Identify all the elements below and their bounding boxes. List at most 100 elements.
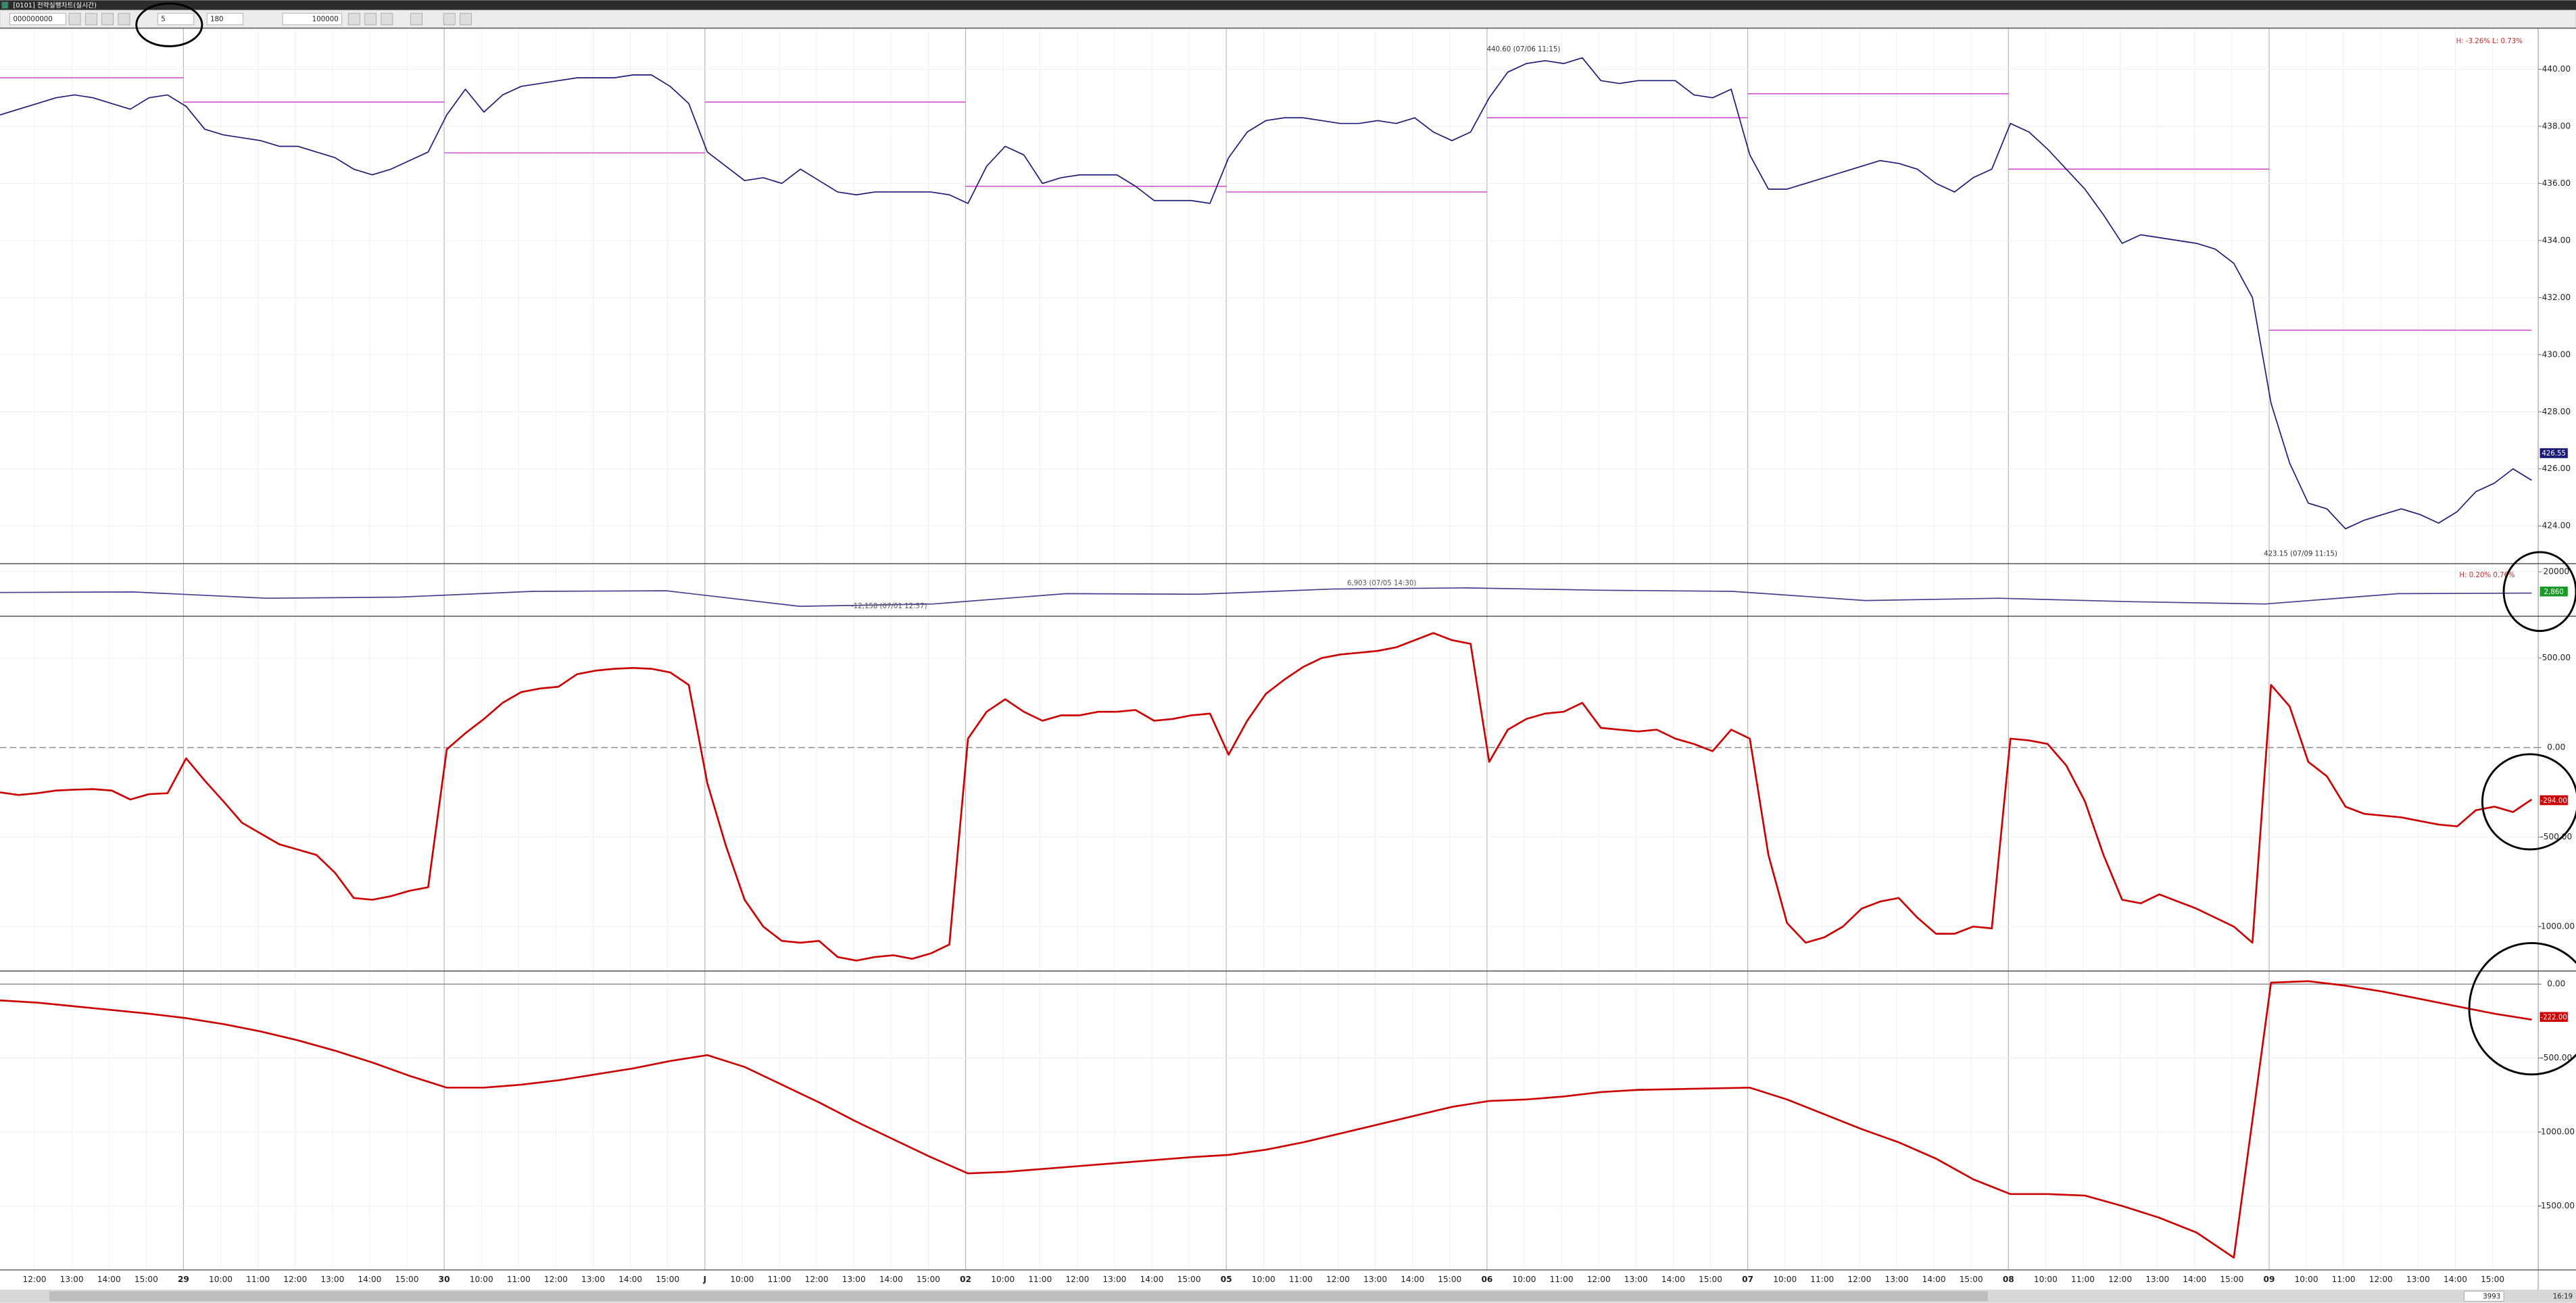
amount-input[interactable] [282, 13, 342, 26]
x-tick-label: 14:00 [1661, 1275, 1685, 1284]
y-tick-label: -500.00 [2540, 1053, 2572, 1062]
x-tick-label: 13:00 [1363, 1275, 1387, 1284]
x-tick-label: 05 [1221, 1275, 1232, 1284]
x-tick-label: 13:00 [2145, 1275, 2169, 1284]
x-tick-label: 11:00 [1810, 1275, 1834, 1284]
x-tick-label: 13:00 [1885, 1275, 1908, 1284]
tool-button[interactable] [460, 13, 472, 26]
x-tick-label: 10:00 [470, 1275, 493, 1284]
series-line [0, 632, 2533, 962]
scroll-count-box[interactable] [2464, 1291, 2504, 1302]
x-tick-label: 14:00 [618, 1275, 642, 1284]
y-tick-label: 430.00 [2542, 349, 2571, 359]
x-tick-label: 15:00 [1960, 1275, 1983, 1284]
y-tick-label: 436.00 [2542, 178, 2571, 188]
x-tick-label: 08 [2003, 1275, 2014, 1284]
y-tick-label: 440.00 [2542, 64, 2571, 74]
toolbar [0, 9, 2576, 28]
x-tick-label: 12:00 [1326, 1275, 1350, 1284]
highlight-circle [2481, 753, 2576, 851]
x-tick-label: 12:00 [1065, 1275, 1089, 1284]
x-tick-label: J [703, 1275, 707, 1284]
title-bar [0, 0, 2576, 10]
x-tick-label: 11:00 [2332, 1275, 2356, 1284]
current-value-label: 2,860 [2544, 589, 2564, 596]
x-tick-label: 15:00 [2481, 1275, 2504, 1284]
count-input[interactable] [206, 13, 244, 26]
x-tick-label: 11:00 [507, 1275, 531, 1284]
count-text: 180 [210, 16, 223, 24]
highlight-circle [135, 2, 203, 47]
x-tick-label: 11:00 [1028, 1275, 1052, 1284]
x-tick-label: 12:00 [1587, 1275, 1611, 1284]
current-value-box [2539, 1012, 2568, 1023]
x-tick-label: 11:00 [1289, 1275, 1313, 1284]
x-tick-label: 13:00 [320, 1275, 344, 1284]
tool-button[interactable] [118, 13, 130, 26]
x-tick-label: 07 [1742, 1275, 1753, 1284]
y-tick-label: 434.00 [2542, 235, 2571, 245]
tool-button[interactable] [85, 13, 97, 26]
scroll-count: 3993 [2483, 1294, 2500, 1301]
x-tick-label: 14:00 [1401, 1275, 1424, 1284]
tool-button[interactable] [347, 13, 360, 26]
x-tick-label: 15:00 [1438, 1275, 1461, 1284]
x-tick-label: 11:00 [2071, 1275, 2095, 1284]
y-tick-label: 20000 [2544, 567, 2570, 576]
y-tick-label: 500.00 [2542, 653, 2571, 662]
annotation: 6,903 (07/05 14:30) [1347, 580, 1416, 587]
current-value-label: -294.00 [2541, 797, 2567, 805]
window-title: [0101] 전략실행차트(실시간) [13, 1, 96, 9]
highlight-circle [2468, 941, 2576, 1076]
x-tick-label: 11:00 [246, 1275, 270, 1284]
current-value-box [2539, 795, 2568, 806]
x-tick-label: 15:00 [1699, 1275, 1722, 1284]
x-tick-label: 14:00 [2183, 1275, 2206, 1284]
current-value-box [2539, 586, 2568, 597]
tool-button[interactable] [443, 13, 456, 26]
tool-button[interactable] [364, 13, 376, 26]
y-tick-label: 424.00 [2542, 521, 2571, 531]
range-label: H: 0.20% 0.76% [2459, 572, 2515, 579]
y-tick-label: 432.00 [2542, 293, 2571, 302]
annotation: 440.60 (07/06 11:15) [1487, 46, 1561, 53]
amount-text: 100000 [312, 16, 339, 24]
y-tick-label: 428.00 [2542, 407, 2571, 416]
x-tick-label: 14:00 [1922, 1275, 1946, 1284]
annotation: -12,158 (07/01 12:57) [851, 603, 927, 610]
x-tick-label: 12:00 [2108, 1275, 2132, 1284]
x-tick-label: 15:00 [1177, 1275, 1201, 1284]
x-tick-label: 15:00 [135, 1275, 158, 1284]
x-tick-label: 12:00 [2369, 1275, 2393, 1284]
x-tick-label: 13:00 [1102, 1275, 1126, 1284]
tool-button[interactable] [410, 13, 422, 26]
x-tick-label: 13:00 [60, 1275, 84, 1284]
x-tick-label: 10:00 [730, 1275, 754, 1284]
y-tick-label: 426.00 [2542, 464, 2571, 473]
scroll-thumb[interactable] [49, 1291, 1988, 1302]
x-tick-label: 02 [960, 1275, 971, 1284]
x-tick-label: 13:00 [1624, 1275, 1648, 1284]
y-tick-label: -1500.00 [2538, 1201, 2575, 1210]
x-tick-label: 12:00 [283, 1275, 307, 1284]
period-input[interactable] [157, 13, 195, 26]
y-tick-label: 0.00 [2547, 743, 2565, 752]
x-tick-label: 10:00 [1513, 1275, 1536, 1284]
series-line [0, 980, 2532, 1259]
current-value-box [2539, 448, 2568, 458]
x-tick-label: 30 [439, 1275, 450, 1284]
code-input[interactable] [9, 13, 66, 26]
search-button[interactable] [68, 13, 81, 26]
x-tick-label: 13:00 [2406, 1275, 2430, 1284]
tool-button[interactable] [381, 13, 393, 26]
x-tick-label: 14:00 [1140, 1275, 1164, 1284]
tool-button[interactable] [101, 13, 114, 26]
y-tick-label: 0.00 [2547, 979, 2565, 989]
x-tick-label: 14:00 [97, 1275, 121, 1284]
chart-area: 12:00 13:00 14:00 15:00 29 10:00 11:00 12:00 13:… [0, 27, 2576, 1284]
app-icon [1, 1, 9, 9]
x-tick-label: 10:00 [2034, 1275, 2058, 1284]
y-tick-label: -500.00 [2540, 832, 2572, 841]
